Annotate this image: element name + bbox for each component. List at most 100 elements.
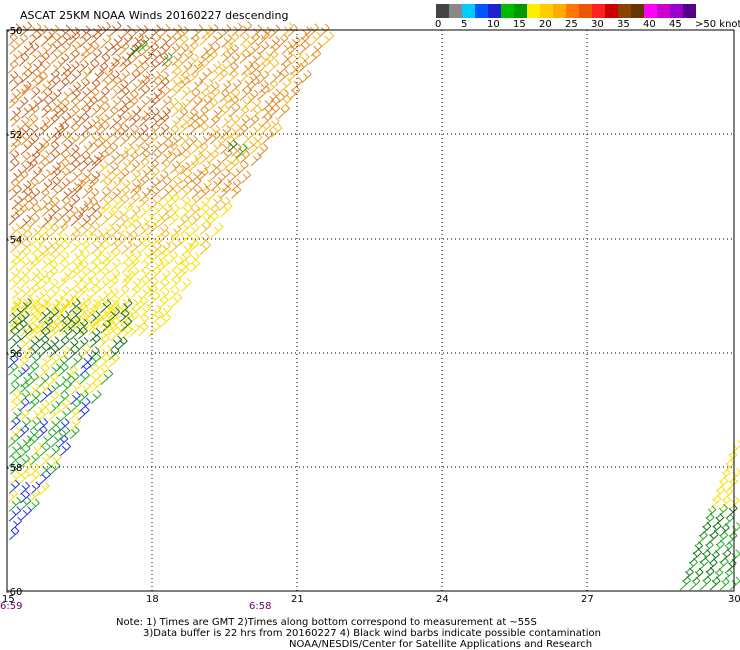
wind-barb: [148, 322, 161, 337]
time-label-left: 6:59: [0, 601, 23, 612]
wind-barb: [197, 51, 211, 67]
wind-barb: [48, 278, 59, 292]
legend-swatch: [592, 4, 605, 18]
wind-barb: [140, 248, 154, 264]
wind-barb: [57, 273, 71, 289]
wind-barb: [171, 24, 183, 39]
wind-barb: [69, 69, 82, 85]
wind-barb: [159, 34, 172, 49]
wind-barb: [47, 307, 60, 322]
longitude-label: 21: [291, 594, 304, 605]
wind-barb: [30, 442, 43, 458]
wind-barb: [97, 240, 111, 256]
wind-barb: [20, 140, 33, 156]
wind-barb: [170, 76, 183, 91]
legend-swatch: [579, 4, 592, 18]
wind-barb: [129, 220, 142, 235]
wind-barb: [38, 139, 50, 154]
wind-barb: [30, 406, 43, 422]
wind-barb: [127, 192, 141, 208]
wind-barb: [21, 62, 32, 76]
wind-barb: [716, 476, 729, 492]
wind-barb: [8, 506, 22, 522]
wind-barb: [69, 381, 82, 396]
wind-barb: [696, 530, 708, 546]
wind-barb: [19, 380, 30, 394]
wind-barb: [167, 250, 179, 265]
wind-barb: [89, 87, 100, 101]
wind-barb: [38, 157, 50, 173]
wind-barb: [19, 124, 31, 138]
wind-barb: [59, 196, 71, 211]
wind-barb: [190, 194, 201, 208]
wind-barb: [139, 266, 151, 281]
wind-barb: [57, 149, 71, 166]
legend-swatch: [631, 4, 644, 18]
wind-barb: [722, 459, 735, 474]
wind-barb: [699, 549, 711, 564]
wind-barb: [729, 576, 740, 591]
wind-barb: [18, 116, 30, 131]
wind-barb: [228, 123, 241, 140]
wind-barb: [108, 276, 119, 289]
wind-barb: [249, 97, 262, 113]
wind-barb: [179, 149, 192, 165]
wind-barb: [77, 284, 88, 299]
wind-barb: [159, 313, 171, 328]
wind-barb: [220, 159, 231, 173]
wind-barb: [58, 335, 70, 351]
wind-barb: [120, 298, 133, 315]
wind-barb: [27, 197, 39, 212]
wind-barb: [70, 325, 82, 340]
wind-barb: [119, 219, 132, 235]
wind-barb: [250, 140, 262, 155]
wind-barb: [19, 310, 30, 325]
wind-barb: [8, 496, 21, 512]
wind-barb: [107, 142, 119, 157]
wind-barb: [20, 490, 30, 504]
wind-barb: [130, 169, 141, 183]
wind-barb: [198, 87, 211, 103]
wind-barb: [239, 85, 252, 101]
wind-barb: [171, 267, 182, 281]
legend-swatch: [657, 4, 670, 18]
wind-barb: [10, 397, 22, 412]
wind-barb: [169, 148, 182, 163]
wind-barb: [709, 550, 720, 564]
wind-barb: [39, 481, 50, 496]
wind-barb: [198, 185, 211, 200]
wind-barb: [19, 397, 30, 412]
wind-barb: [110, 176, 123, 192]
legend-swatch: [462, 4, 475, 18]
legend-swatch: [514, 4, 527, 18]
wind-barb: [160, 241, 171, 255]
wind-barb: [119, 185, 131, 200]
wind-barb: [158, 51, 169, 66]
wind-barb: [159, 268, 171, 284]
wind-barb: [177, 214, 190, 229]
wind-barb: [198, 196, 210, 212]
wind-barb: [181, 49, 194, 65]
wind-barb: [109, 353, 120, 368]
wind-barb: [9, 380, 20, 395]
wind-barb: [257, 70, 270, 85]
wind-barb: [50, 60, 63, 76]
wind-barb: [40, 80, 52, 95]
time-label-mid: 6:58: [249, 601, 272, 612]
wind-barb: [257, 30, 270, 46]
wind-barb: [210, 140, 223, 155]
wind-barb: [231, 22, 243, 37]
wind-barb: [30, 481, 41, 495]
wind-barb: [70, 353, 83, 369]
wind-barb: [17, 355, 29, 369]
wind-barb: [78, 112, 90, 127]
wind-barb: [19, 256, 31, 272]
wind-barb: [227, 69, 239, 84]
wind-barb: [30, 86, 41, 100]
wind-barb: [100, 140, 112, 155]
wind-barb: [99, 276, 111, 291]
wind-barb: [149, 194, 163, 211]
wind-barb: [128, 323, 140, 338]
wind-barb: [111, 210, 124, 227]
wind-barb: [129, 49, 142, 65]
